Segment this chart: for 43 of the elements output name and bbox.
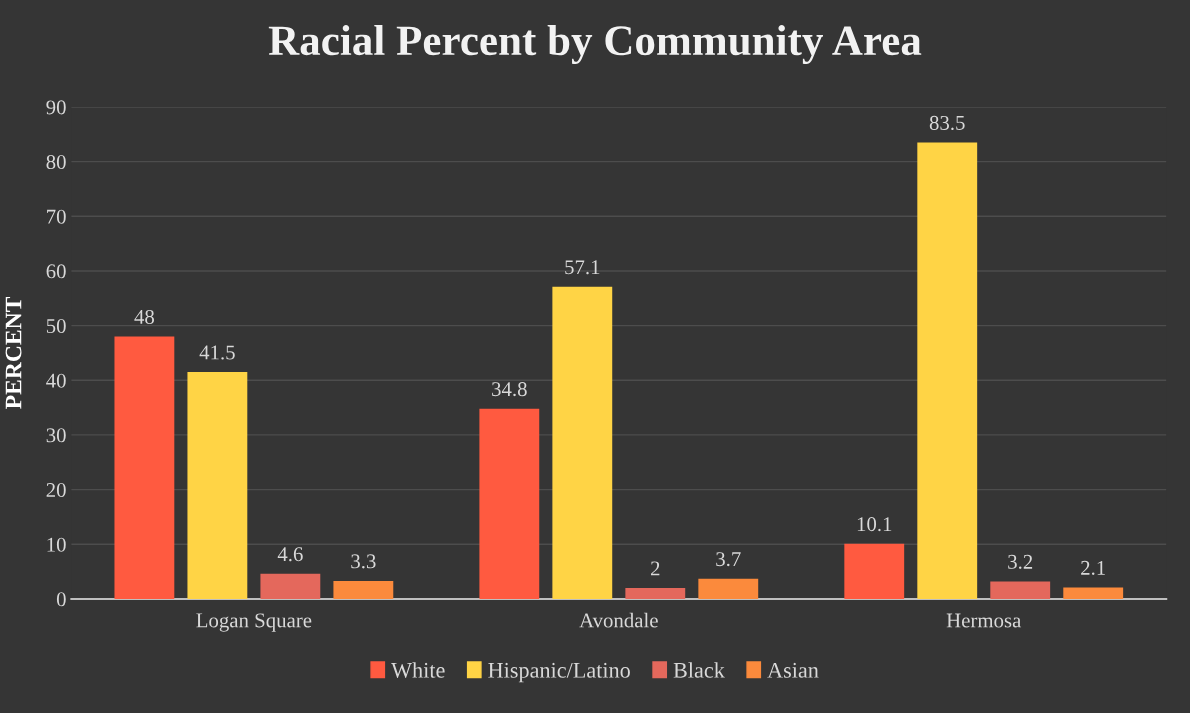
legend-label: Asian	[767, 662, 819, 678]
bar	[1063, 587, 1124, 599]
y-tick-label: 30	[46, 428, 66, 443]
y-tick-label: 50	[46, 318, 66, 334]
data-label: 10.1	[857, 517, 892, 532]
y-tick-label: 40	[46, 373, 66, 388]
legend-label: Black	[673, 662, 725, 678]
bar	[990, 581, 1051, 599]
bar	[114, 336, 175, 599]
data-label: 2.1	[1081, 560, 1105, 575]
data-label: 3.7	[716, 552, 741, 567]
bar	[625, 587, 686, 599]
x-tick-label: Logan Square	[196, 613, 312, 632]
y-axis-title: PERCENT	[5, 296, 22, 409]
data-label: 3.3	[351, 554, 376, 569]
data-label: 3.2	[1008, 554, 1033, 569]
data-label: 4.6	[277, 547, 303, 562]
y-tick-label: 10	[47, 537, 66, 552]
bar	[917, 142, 978, 599]
bar	[187, 372, 248, 599]
x-tick-label: Hermosa	[946, 613, 1022, 628]
y-tick-label: 90	[46, 100, 66, 115]
data-label: 48	[134, 309, 155, 324]
y-tick-label: 80	[46, 154, 66, 170]
data-label: 34.8	[492, 382, 527, 397]
y-tick-label: 60	[46, 264, 66, 279]
x-tick-label: Avondale	[579, 612, 658, 628]
legend-label: White	[391, 662, 445, 678]
data-label: 57.1	[565, 260, 600, 275]
chart-title: Racial Percent by Community Area	[268, 24, 922, 65]
legend-label: Hispanic/Latino	[488, 662, 630, 683]
data-label: 83.5	[929, 115, 965, 131]
y-tick-label: 0	[56, 592, 66, 607]
bar	[552, 286, 613, 599]
bar	[333, 580, 394, 599]
data-label: 41.5	[199, 345, 235, 360]
y-tick-label: 20	[46, 482, 66, 498]
bar	[479, 408, 540, 599]
y-tick-label: 70	[47, 209, 66, 224]
bar	[698, 578, 759, 599]
data-label: 2	[651, 561, 660, 576]
bar	[844, 543, 905, 599]
bar	[260, 573, 321, 599]
